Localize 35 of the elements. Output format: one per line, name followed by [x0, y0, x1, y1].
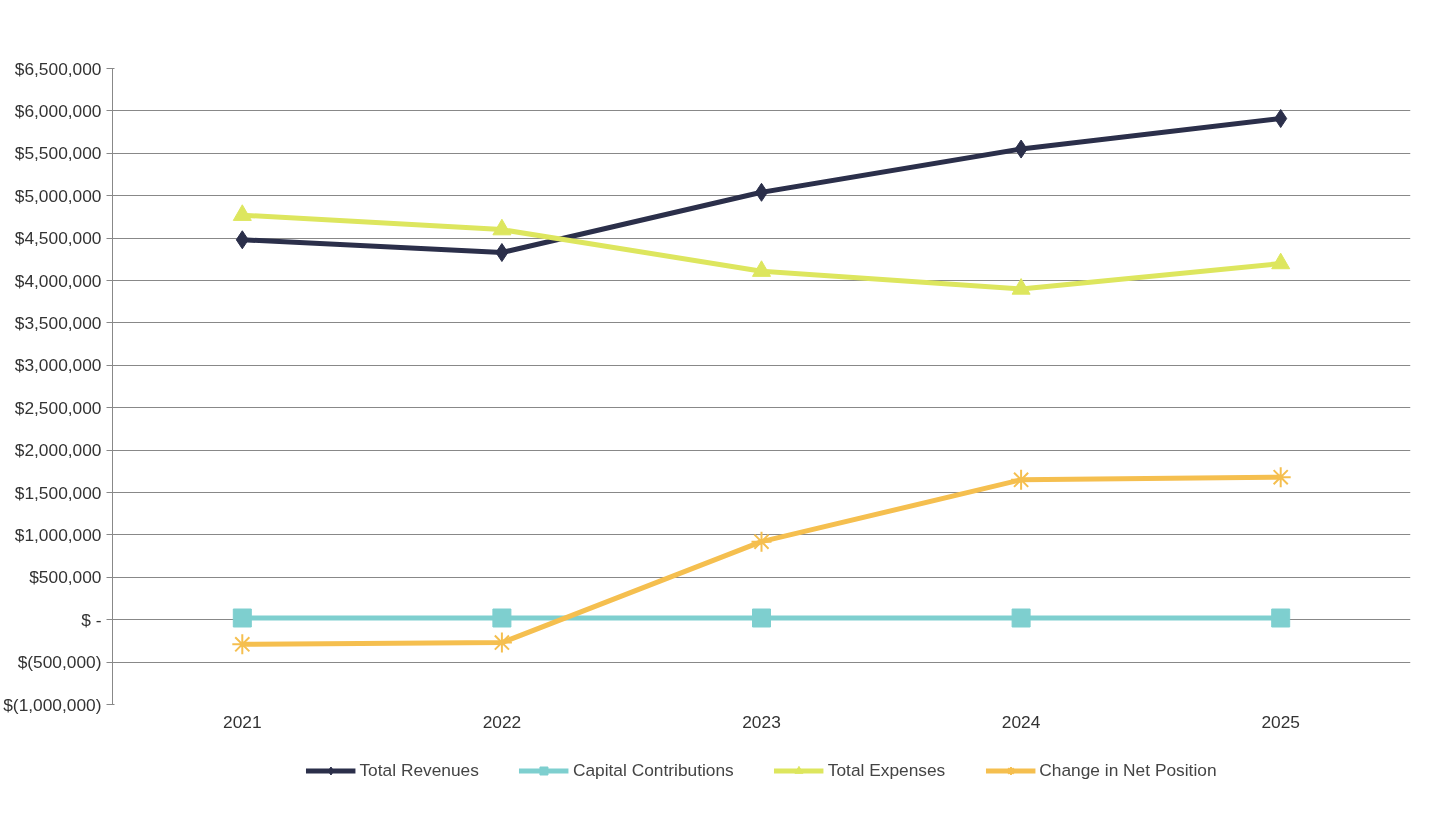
y-tick-label: $4,000,000: [14, 270, 102, 291]
y-tick-label: $3,500,000: [14, 312, 102, 333]
point: [235, 230, 249, 250]
x-tick-label: 2022: [482, 711, 522, 732]
point: [752, 608, 771, 628]
legend-label: Change in Net Position: [1039, 759, 1217, 781]
x-tick-label: 2025: [1261, 711, 1300, 732]
y-tick-label: $6,000,000: [14, 100, 102, 121]
y-tick-label: $2,000,000: [14, 440, 102, 461]
point: [495, 243, 509, 263]
y-tick-label: $5,500,000: [14, 143, 102, 164]
point: [1011, 608, 1031, 628]
y-tick-label: $1,000,000: [14, 524, 102, 545]
point: [232, 608, 252, 628]
y-tick-label: $4,500,000: [14, 228, 102, 249]
y-tick-label: $(500,000): [17, 652, 102, 673]
y-tick-label: $6,500,000: [14, 58, 102, 79]
point: [492, 608, 512, 628]
legend-label: Total Expenses: [827, 759, 946, 781]
y-tick-label: $1,500,000: [14, 482, 102, 503]
point: [750, 530, 773, 553]
x-tick-label: 2023: [742, 711, 781, 732]
y-tick-label: $5,000,000: [14, 185, 102, 206]
legend-label: Total Revenues: [359, 759, 479, 781]
point: [1274, 109, 1288, 129]
y-tick-label: $ -: [81, 609, 102, 630]
x-tick-label: 2021: [223, 711, 262, 732]
point: [1271, 608, 1291, 628]
point: [1014, 139, 1028, 159]
y-tick-label: $500,000: [29, 567, 102, 588]
y-tick-label: $3,000,000: [14, 355, 102, 376]
legend-label: Capital Contributions: [572, 759, 734, 781]
x-tick-label: 2024: [1001, 711, 1041, 732]
y-tick-label: $(1,000,000): [3, 694, 102, 715]
y-tick-label: $2,500,000: [14, 397, 102, 418]
